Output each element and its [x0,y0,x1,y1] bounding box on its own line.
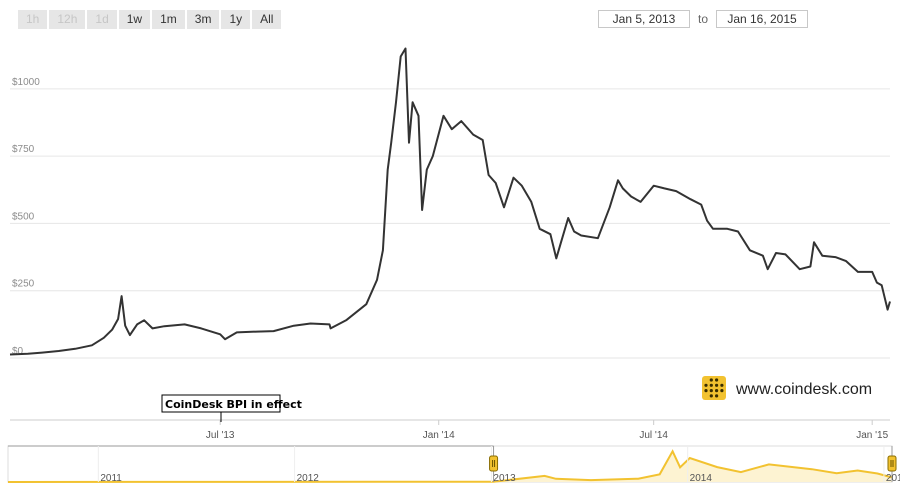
y-tick-label: $250 [12,279,35,290]
logo-dot [720,383,724,387]
logo-dot [709,378,713,382]
navigator-tick-label: 2012 [297,473,320,484]
y-tick-label: $0 [12,346,24,357]
coindesk-logo-icon [702,376,726,400]
logo-dot [704,383,708,387]
navigator-line [7,449,893,483]
logo-dot [715,389,719,393]
logo-dot [709,389,713,393]
navigator-tick-label: 2011 [100,473,122,484]
zoom-button-1d: 1d [87,10,117,29]
navigator-tick-label: 2013 [493,473,516,484]
logo-dot [709,383,713,387]
y-tick-label: $750 [12,144,35,155]
navigator-left-handle[interactable] [489,455,499,472]
logo-dot [715,383,719,387]
flag-text: CoinDesk BPI in effect [165,398,302,411]
range-to-input[interactable]: Jan 16, 2015 [716,10,809,28]
logo-dot [709,394,713,398]
x-tick-label: Jul '13 [206,430,235,441]
x-tick-label: Jan '15 [856,430,888,441]
logo-dot [715,394,719,398]
zoom-button-1w[interactable]: 1w [118,10,151,29]
zoom-button-1y[interactable]: 1y [221,10,251,29]
range-to-label: to [698,12,709,26]
y-tick-label: $500 [12,211,35,222]
zoom-button-all[interactable]: All [252,10,282,29]
zoom-button-group: 1h 12h 1d 1w 1m 3m 1y All [18,10,282,29]
logo-dot [704,389,708,393]
navigator-area [8,451,892,482]
zoom-button-12h: 12h [49,10,86,29]
x-tick-label: Jul '14 [639,430,668,441]
navigator-mask [8,446,494,482]
zoom-button-1m[interactable]: 1m [152,10,185,29]
navigator-tick-label: 2015 [886,473,900,484]
navigator-tick-label: 2014 [690,473,713,484]
brand-text: www.coindesk.com [735,381,872,398]
navigator-right-handle[interactable] [887,455,897,472]
logo-dot [715,378,719,382]
range-from-input[interactable]: Jan 5, 2013 [598,10,690,28]
price-line [9,47,891,356]
zoom-button-3m[interactable]: 3m [186,10,220,29]
logo-dot [720,389,724,393]
y-tick-label: $1000 [12,77,40,88]
date-range: Jan 5, 2013 to Jan 16, 2015 [598,10,809,28]
x-tick-label: Jan '14 [423,430,455,441]
zoom-button-1h: 1h [18,10,48,29]
